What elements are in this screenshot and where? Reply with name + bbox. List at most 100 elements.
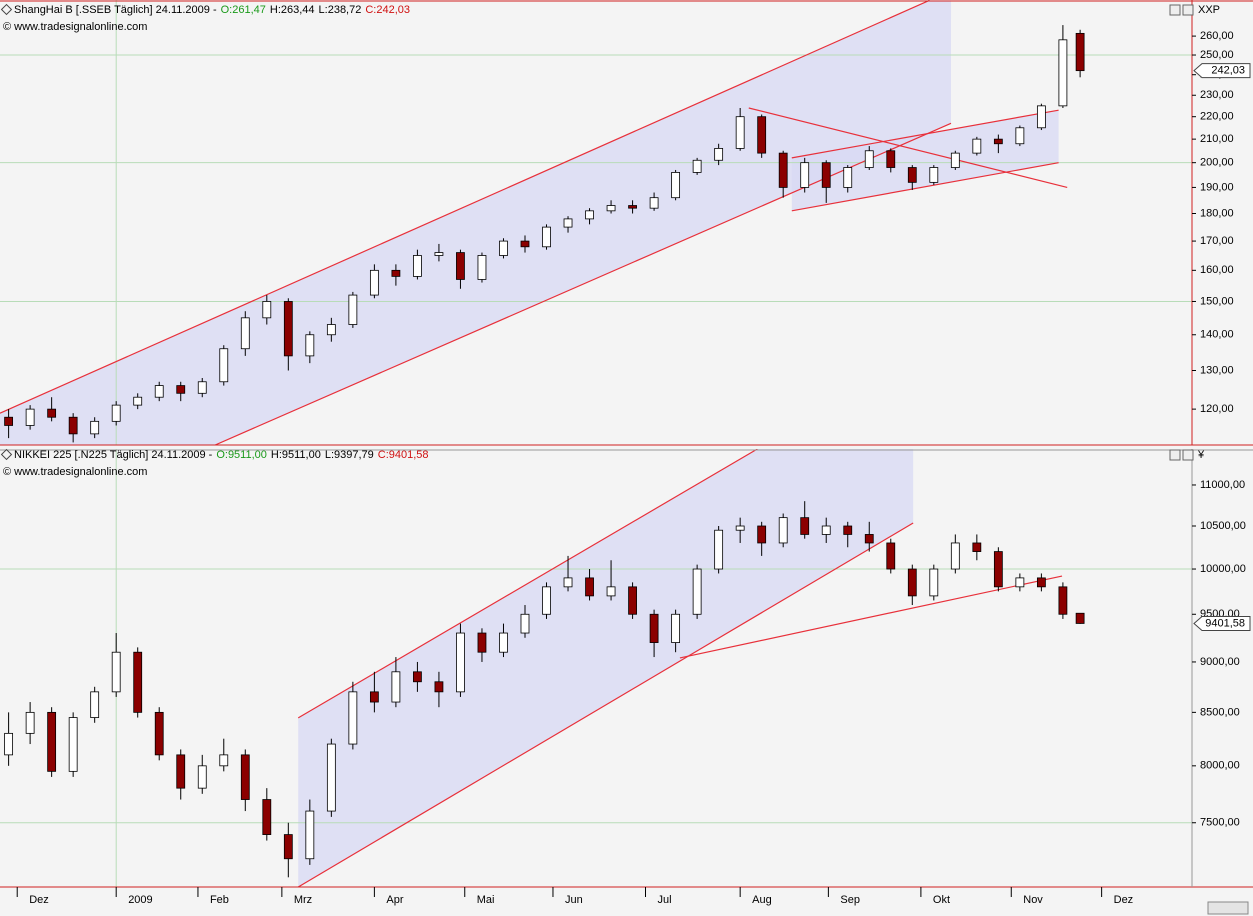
candle-body <box>649 613 659 643</box>
y-tick-label: 140,00 <box>1200 329 1234 341</box>
panel-icon <box>0 448 13 461</box>
y-tick-label: 210,00 <box>1200 133 1234 145</box>
y-tick-label: 130,00 <box>1200 364 1234 376</box>
candle-body <box>369 269 379 296</box>
channel-fill <box>0 0 952 445</box>
candle-body <box>68 717 78 772</box>
ohlc-label: H:9511,00 <box>271 449 321 461</box>
x-tick-label: Dez <box>1114 894 1134 906</box>
candle-body <box>585 210 594 220</box>
candle-body <box>606 586 616 597</box>
candle-body <box>778 517 788 544</box>
last-value-label: 9401,58 <box>1205 617 1245 629</box>
candle-body <box>262 301 272 319</box>
channel-fill <box>791 110 1059 211</box>
candle-body <box>649 197 659 209</box>
panel-icon <box>0 3 13 16</box>
y-tick-label: 230,00 <box>1200 89 1234 101</box>
y-tick-label: 170,00 <box>1200 235 1234 247</box>
currency: XXP <box>1198 4 1220 16</box>
window-button[interactable] <box>1169 4 1181 16</box>
candle-body <box>305 810 315 860</box>
x-tick-label: Mai <box>477 894 495 906</box>
candle-body <box>240 754 250 800</box>
candle-body <box>413 255 422 277</box>
candle-body <box>907 568 917 597</box>
candle-body <box>413 671 422 683</box>
candle-body <box>391 269 401 277</box>
y-tick-label: 11000,00 <box>1200 479 1245 491</box>
candle-body <box>714 529 724 570</box>
candle-body <box>907 167 917 183</box>
candle-body <box>434 681 444 693</box>
source: © www.tradesignalonline.com <box>3 466 147 478</box>
window-button[interactable] <box>1169 449 1181 461</box>
candle-body <box>929 167 939 183</box>
candle-body <box>111 404 121 422</box>
candle-body <box>1075 32 1085 72</box>
last-value-tag <box>1193 63 1251 79</box>
candle-body <box>778 152 788 188</box>
window-button[interactable] <box>1182 4 1194 16</box>
trendline <box>791 162 1059 212</box>
candle-body <box>348 294 358 325</box>
candle-body <box>176 754 186 789</box>
candle-body <box>477 632 487 653</box>
candle-body <box>348 691 358 745</box>
scroll-control[interactable] <box>1207 901 1249 915</box>
ohlc-label: O:261,47 <box>221 4 266 16</box>
candle-body <box>25 408 35 426</box>
candle-body <box>843 167 853 188</box>
x-tick-label: Feb <box>210 894 229 906</box>
candle-body <box>972 542 982 552</box>
candle-body <box>1058 39 1068 107</box>
candle-body <box>950 152 960 168</box>
trendline <box>297 522 914 887</box>
candle-body <box>972 138 982 154</box>
last-value-tag <box>1193 615 1251 631</box>
ohlc-label: L:238,72 <box>319 4 362 16</box>
candle-body <box>434 252 444 256</box>
candle-body <box>542 226 551 248</box>
y-tick-label: 160,00 <box>1200 264 1234 276</box>
x-tick-label: Okt <box>933 894 950 906</box>
candle-body <box>326 743 336 812</box>
x-tick-label: 2009 <box>128 894 152 906</box>
x-tick-label: Jun <box>565 894 583 906</box>
candle-body <box>843 525 853 535</box>
channel-fill <box>298 449 914 887</box>
candle-body <box>821 525 831 535</box>
candle-body <box>993 551 1003 588</box>
y-tick-label: 9000,00 <box>1200 656 1240 668</box>
candle-body <box>68 416 78 435</box>
last-value-label: 242,03 <box>1211 65 1245 77</box>
candle-body <box>800 162 810 188</box>
candle-body <box>154 711 164 756</box>
candle-body <box>1036 577 1046 588</box>
candle-body <box>735 525 745 531</box>
ohlc-label: C:242,03 <box>365 4 410 16</box>
ohlc-label: C:9401,58 <box>378 449 429 461</box>
candle-body <box>692 568 702 615</box>
candle-body <box>47 711 57 772</box>
window-button[interactable] <box>1182 449 1194 461</box>
y-tick-label: 10000,00 <box>1200 563 1246 575</box>
y-tick-label: 10500,00 <box>1200 520 1246 532</box>
trendline <box>791 109 1059 159</box>
y-tick-label: 180,00 <box>1200 207 1234 219</box>
panel-header: ShangHai B [.SSEB Täglich] 24.11.2009 - O… <box>14 4 410 16</box>
x-tick-label: Mrz <box>294 894 312 906</box>
candle-body <box>692 159 702 173</box>
x-tick-label: Nov <box>1023 894 1043 906</box>
trendline <box>0 0 930 414</box>
x-tick-label: Apr <box>386 894 403 906</box>
candle-body <box>520 240 530 248</box>
candle-body <box>1015 577 1025 588</box>
candle-body <box>800 517 810 535</box>
y-tick-label: 260,00 <box>1200 30 1234 42</box>
candle-body <box>47 408 57 418</box>
source: © www.tradesignalonline.com <box>3 21 147 33</box>
candle-body <box>197 765 207 789</box>
x-tick-label: Jul <box>657 894 671 906</box>
candle-body <box>111 651 121 693</box>
